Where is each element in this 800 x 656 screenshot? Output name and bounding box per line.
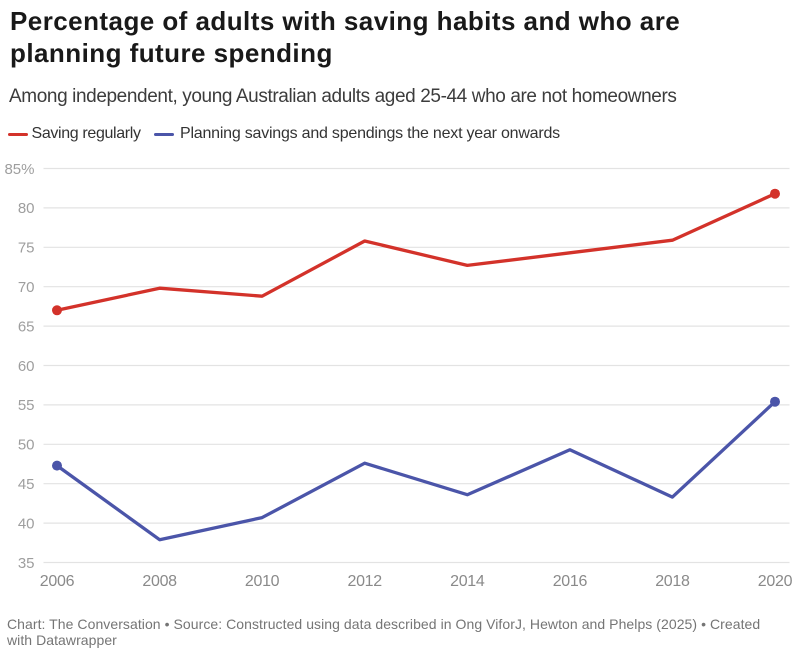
svg-text:2020: 2020 <box>758 573 793 590</box>
svg-text:75: 75 <box>18 240 35 257</box>
svg-text:40: 40 <box>18 515 35 532</box>
svg-text:65: 65 <box>18 318 35 335</box>
svg-text:85%: 85% <box>4 161 34 178</box>
svg-text:70: 70 <box>18 279 35 296</box>
svg-text:35: 35 <box>18 555 35 572</box>
svg-text:2016: 2016 <box>553 573 588 590</box>
svg-text:2006: 2006 <box>40 573 75 590</box>
svg-text:45: 45 <box>18 476 35 493</box>
svg-text:2018: 2018 <box>655 573 690 590</box>
svg-text:50: 50 <box>18 437 35 454</box>
svg-text:2008: 2008 <box>142 573 177 590</box>
svg-text:2014: 2014 <box>450 573 485 590</box>
svg-text:55: 55 <box>18 397 35 414</box>
svg-text:60: 60 <box>18 358 35 375</box>
svg-text:2010: 2010 <box>245 573 280 590</box>
svg-text:80: 80 <box>18 200 35 217</box>
svg-text:2012: 2012 <box>347 573 382 590</box>
